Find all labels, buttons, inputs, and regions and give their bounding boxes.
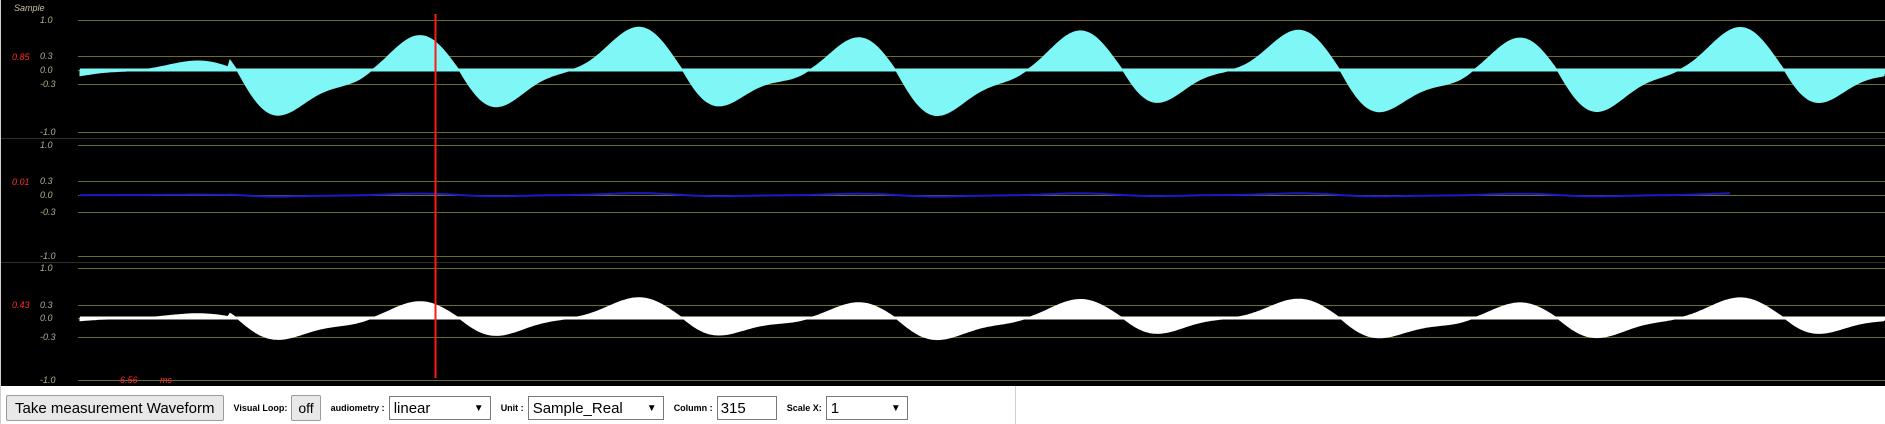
axis-tick-label: -0.3 bbox=[40, 332, 56, 342]
chevron-down-icon: ▼ bbox=[646, 402, 657, 414]
left-border bbox=[0, 0, 1, 424]
axis-tick-label: -1.0 bbox=[40, 127, 56, 137]
unit-label: Unit : bbox=[500, 403, 524, 413]
audiometry-label: audiometry : bbox=[330, 403, 385, 413]
panel-divider bbox=[1015, 386, 1016, 424]
channel-label: Sample bbox=[14, 3, 45, 13]
time-readout-value: 6.56 bbox=[120, 375, 138, 385]
waveform-canvas: 1.0 0.3 0.0 -0.3 -1.0 0.85 1.0 0.3 0.0 -0.3 -1.0 0.… bbox=[0, 3, 1885, 385]
axis-tick-label: 1.0 bbox=[40, 263, 53, 273]
axis-tick-label: 0.3 bbox=[40, 300, 53, 310]
axis-tick-label: -0.3 bbox=[40, 207, 56, 217]
axis-tick-label: -1.0 bbox=[40, 375, 56, 385]
controls-toolbar: Take measurement Waveform Visual Loop: o… bbox=[6, 395, 908, 421]
waveform-channel-2 bbox=[79, 192, 1731, 198]
time-readout-unit: ms bbox=[160, 375, 172, 385]
axis-tick-label: 1.0 bbox=[40, 15, 53, 25]
waveform-scope[interactable]: 1.0 0.3 0.0 -0.3 -1.0 0.85 1.0 0.3 0.0 -0.3 -1.0 0.… bbox=[0, 0, 1885, 386]
axis-tick-label: 0.0 bbox=[40, 65, 53, 75]
scalex-label: Scale X: bbox=[786, 403, 822, 413]
unit-select[interactable]: Sample_Real ▼ bbox=[527, 396, 664, 420]
scalex-select[interactable]: 1 ▼ bbox=[825, 396, 908, 420]
axis-tick-label: 0.0 bbox=[40, 313, 53, 323]
chevron-down-icon: ▼ bbox=[473, 402, 484, 414]
take-measurement-button[interactable]: Take measurement Waveform bbox=[6, 395, 224, 421]
channel-value-readout: 0.01 bbox=[12, 177, 30, 187]
axis-tick-label: 0.3 bbox=[40, 51, 53, 61]
axis-tick-label: -1.0 bbox=[40, 251, 56, 261]
visual-loop-label: Visual Loop: bbox=[233, 403, 288, 413]
column-label: Column : bbox=[673, 403, 713, 413]
scalex-value: 1 bbox=[830, 399, 840, 417]
axis-tick-label: 0.0 bbox=[40, 190, 53, 200]
axis-tick-label: 0.3 bbox=[40, 176, 53, 186]
axis-tick-label: 1.0 bbox=[40, 140, 53, 150]
channel-value-readout: 0.85 bbox=[12, 52, 31, 62]
column-input[interactable] bbox=[716, 396, 777, 420]
audiometry-select[interactable]: linear ▼ bbox=[388, 396, 491, 420]
chevron-down-icon: ▼ bbox=[890, 402, 901, 414]
unit-value: Sample_Real bbox=[532, 399, 623, 417]
audiometry-value: linear bbox=[393, 399, 431, 417]
axis-tick-label: -0.3 bbox=[40, 79, 56, 89]
visual-loop-toggle[interactable]: off bbox=[291, 395, 321, 421]
channel-value-readout: 0.43 bbox=[12, 300, 30, 310]
